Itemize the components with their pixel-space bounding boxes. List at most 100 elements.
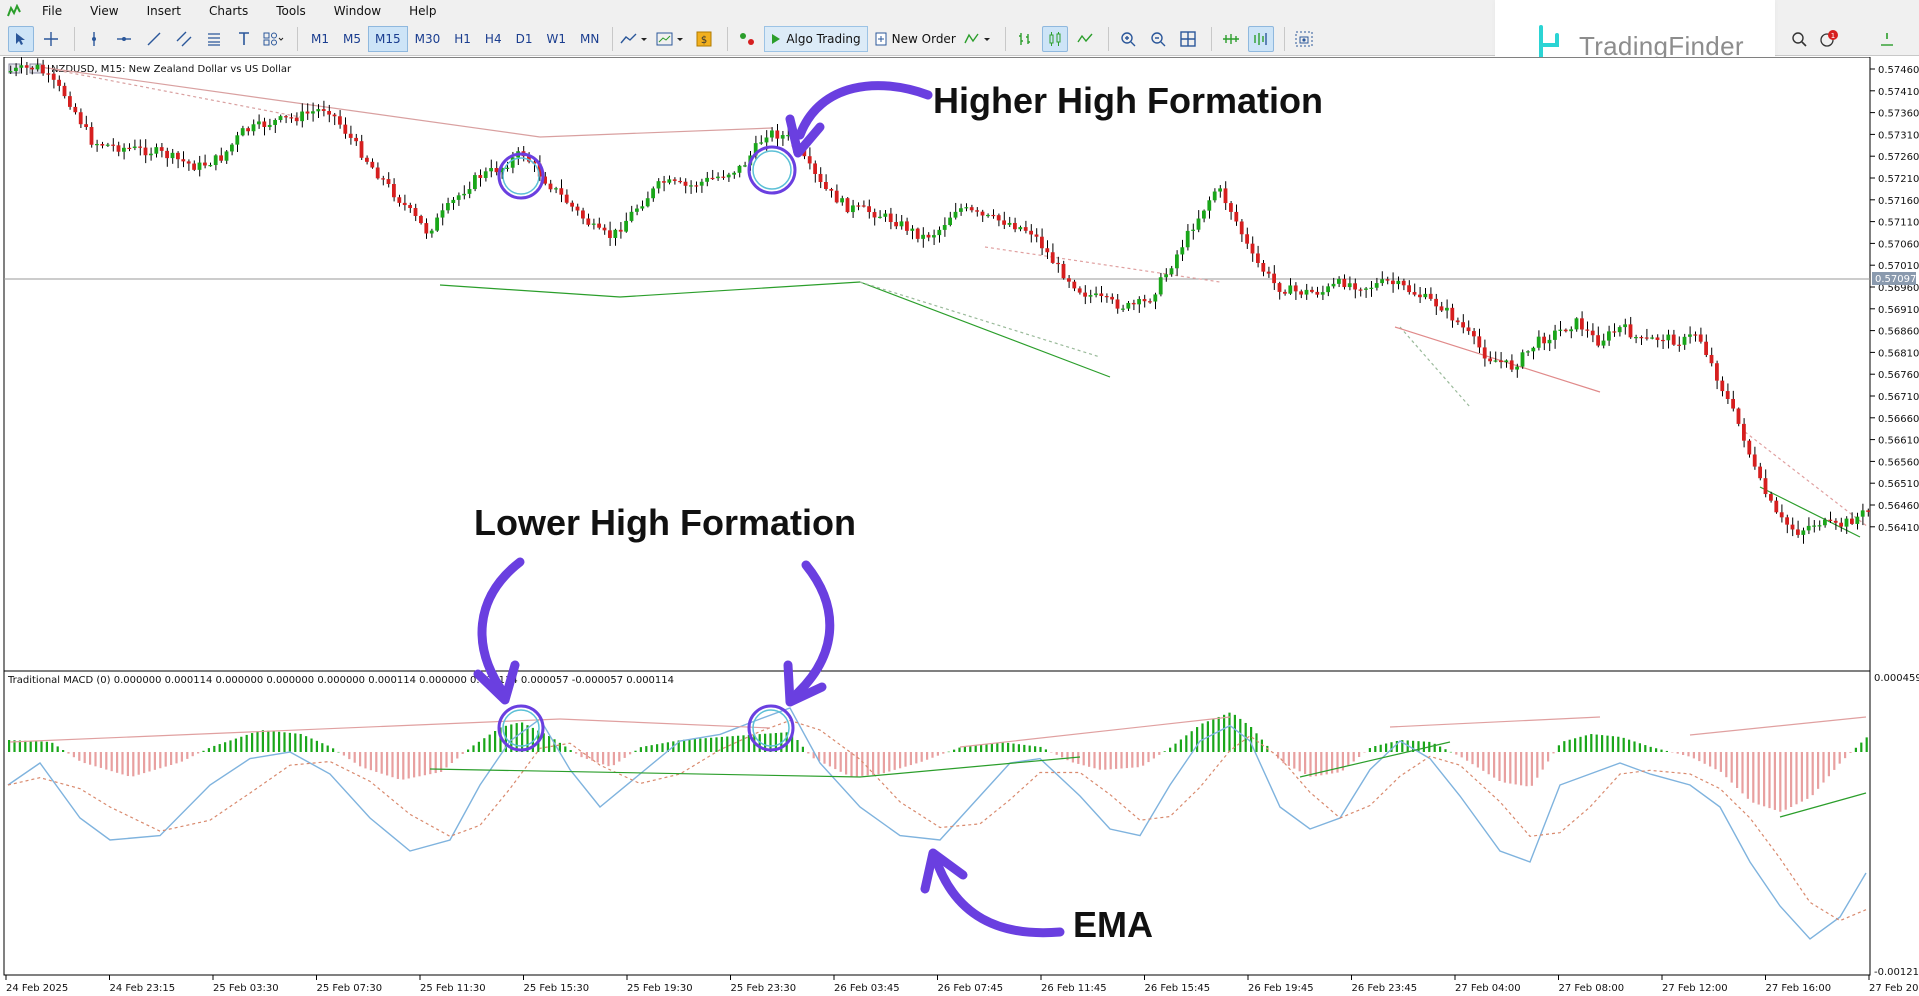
horizontal-line-icon[interactable]	[111, 26, 137, 52]
indicators-icon[interactable]	[619, 26, 651, 52]
menu-charts[interactable]: Charts	[209, 4, 249, 18]
algo-trading-button[interactable]: Algo Trading	[764, 25, 868, 52]
histogram-bar	[1314, 752, 1317, 777]
histogram-bar	[240, 736, 243, 752]
histogram-bar	[1304, 752, 1307, 774]
signals-icon[interactable]	[734, 26, 760, 52]
candle-body	[278, 116, 283, 120]
histogram-bar	[310, 738, 313, 752]
candle-body	[861, 205, 866, 207]
chart-window[interactable]: NZDUSD, M15: New Zealand Dollar vs US Do…	[0, 57, 1919, 996]
cursor-tool-icon[interactable]	[8, 25, 34, 52]
market-watch-icon[interactable]: $	[691, 26, 717, 52]
notifications-icon[interactable]: 1	[1816, 26, 1842, 52]
histogram-bar	[1368, 748, 1371, 752]
histogram-bar	[245, 734, 248, 752]
histogram-bar	[882, 752, 885, 774]
histogram-bar	[1487, 752, 1490, 775]
histogram-bar	[315, 740, 318, 752]
bar-chart-icon[interactable]	[1012, 26, 1038, 52]
trend-line	[619, 281, 861, 298]
candle-body	[1412, 292, 1417, 295]
candle-body	[683, 181, 688, 186]
candle-body	[651, 188, 655, 199]
timeframe-w1[interactable]: W1	[546, 31, 566, 46]
crosshair-icon[interactable]	[38, 26, 64, 52]
menu-file[interactable]: File	[42, 4, 63, 18]
histogram-bar	[758, 734, 761, 752]
candle-body	[1234, 211, 1239, 222]
indicator-trend-line	[429, 768, 861, 778]
menu-help[interactable]: Help	[409, 4, 437, 18]
trend-line	[39, 66, 541, 138]
timeframe-mn[interactable]: MN	[579, 31, 600, 46]
histogram-bar	[1854, 747, 1857, 752]
new-order-button[interactable]: New Order	[868, 26, 963, 52]
screenshot-icon[interactable]	[1291, 26, 1317, 52]
timeframe-m1[interactable]: M1	[311, 31, 329, 46]
price-label: 0.56860	[1878, 327, 1919, 338]
price-label: 0.57360	[1878, 109, 1919, 120]
histogram-bar	[1325, 752, 1328, 775]
candle-body	[1142, 299, 1147, 302]
shapes-icon[interactable]	[261, 26, 287, 52]
candle-body	[213, 155, 218, 166]
timeframe-h4[interactable]: H4	[484, 31, 502, 46]
histogram-bar	[1655, 748, 1658, 752]
zoom-in-icon[interactable]	[1115, 26, 1141, 52]
histogram-bar	[1444, 749, 1447, 752]
trendline-icon[interactable]	[141, 26, 167, 52]
candle-body	[645, 198, 650, 207]
candle-body	[494, 167, 499, 173]
channel-icon[interactable]	[171, 26, 197, 52]
trade-history-icon[interactable]	[963, 26, 995, 52]
candle-body	[1650, 337, 1654, 339]
histogram-bar	[569, 750, 572, 752]
templates-icon[interactable]	[655, 26, 687, 52]
vertical-line-icon[interactable]	[81, 26, 107, 52]
histogram-bar	[18, 740, 21, 752]
highlight-circle-1	[497, 152, 545, 200]
timeframe-m15[interactable]: M15	[368, 25, 408, 52]
histogram-bar	[807, 752, 810, 754]
timeframe-d1[interactable]: D1	[515, 31, 533, 46]
chart-shift-icon[interactable]	[1247, 25, 1274, 52]
indicator-trend-line	[9, 718, 561, 743]
timeframe-m5[interactable]: M5	[343, 31, 361, 46]
line-chart-icon[interactable]	[1072, 26, 1098, 52]
histogram-bar	[553, 739, 556, 752]
histogram-bar	[526, 725, 529, 752]
menu-tools[interactable]: Tools	[276, 4, 306, 18]
candlestick-icon[interactable]	[1041, 25, 1068, 52]
candle-body	[1050, 252, 1055, 263]
histogram-bar	[942, 752, 945, 754]
text-tool-icon[interactable]	[231, 26, 257, 52]
timeframe-h1[interactable]: H1	[454, 31, 471, 46]
time-label: 26 Feb 15:45	[1145, 983, 1211, 994]
histogram-bar	[1574, 738, 1577, 752]
price-chart[interactable]: NZDUSD, M15: New Zealand Dollar vs US Do…	[0, 57, 1919, 996]
candles	[8, 57, 1870, 544]
menu-window[interactable]: Window	[333, 4, 382, 18]
fibonacci-icon[interactable]	[201, 26, 227, 52]
zoom-out-icon[interactable]	[1145, 26, 1171, 52]
timeframe-m30[interactable]: M30	[414, 31, 441, 46]
tile-windows-icon[interactable]	[1175, 26, 1201, 52]
candle-body	[1698, 334, 1703, 342]
scroll-chart-icon[interactable]	[1218, 26, 1244, 52]
histogram-bar	[1584, 735, 1587, 752]
candle-body	[57, 79, 61, 86]
search-icon[interactable]	[1786, 26, 1812, 52]
histogram-bar	[1061, 752, 1064, 758]
histogram-bar	[1795, 752, 1798, 805]
menu-view[interactable]: View	[90, 4, 119, 18]
histogram-bar	[1466, 752, 1469, 761]
menu-insert[interactable]: Insert	[146, 4, 181, 18]
histogram-bar	[1622, 737, 1625, 752]
candle-body	[1790, 524, 1795, 530]
candle-body	[262, 121, 267, 127]
histogram-bar	[386, 752, 389, 776]
signal-strength-icon[interactable]	[1874, 26, 1900, 52]
candle-body	[1493, 360, 1498, 362]
candle-body	[672, 179, 677, 181]
